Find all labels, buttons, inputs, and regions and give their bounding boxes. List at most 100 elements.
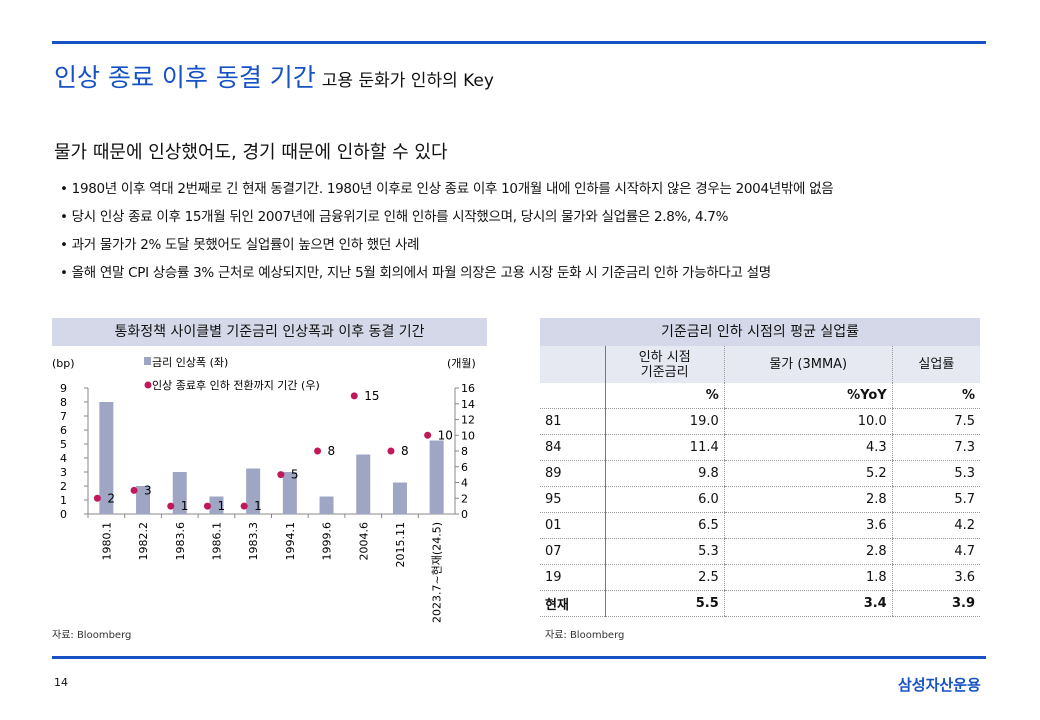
table-row: 현재 5.5 3.4 3.9 (540, 590, 980, 617)
table-cell: 01 (540, 512, 606, 539)
table-units-row: % %YoY% (540, 383, 980, 409)
table-cell: 4.2 (891, 512, 980, 539)
table-row: 84 11.4 4.3 7.3 (540, 434, 980, 461)
bullet: • 과거 물가가 2% 도달 못했어도 실업률이 높으면 인하 했던 사례 (60, 237, 420, 253)
y-tick-label: 8 (60, 396, 67, 409)
x-tick-label: 2004.6 (357, 522, 370, 561)
y-tick-label: 5 (60, 438, 67, 451)
legend-dot-label: 인상 종료후 인하 전환까지 기간 (우) (152, 378, 320, 392)
y2-tick-label: 2 (461, 492, 468, 505)
page-title: 인상 종료 이후 동결 기간 고용 둔화가 인하의 Key (54, 58, 494, 94)
table-cell: 4.7 (891, 538, 980, 565)
table-row: 89 9.8 5.2 5.3 (540, 460, 980, 487)
bar (99, 402, 114, 514)
table-cell: 11.4 (604, 434, 725, 461)
x-tick-label: 1982.2 (137, 522, 150, 561)
bullet: • 당시 인상 종료 이후 15개월 뒤인 2007년에 금융위기로 인해 인하… (60, 209, 729, 225)
bar (136, 486, 151, 514)
table-row: 07 5.3 2.8 4.7 (540, 538, 980, 565)
table-cell: 2.8 (723, 538, 893, 565)
y-tick-label: 4 (60, 452, 67, 465)
table-source: 자료: Bloomberg (545, 630, 625, 641)
y2-tick-label: 16 (461, 382, 475, 395)
table-row: 19 2.5 1.8 3.6 (540, 564, 980, 591)
table-cell: 3.6 (891, 564, 980, 591)
y2-tick-label: 12 (461, 414, 475, 427)
table-cell: 2.5 (604, 564, 725, 591)
y2-tick-label: 0 (461, 508, 468, 521)
dot-label: 3 (144, 483, 152, 497)
x-tick-label: 2015.11 (394, 522, 407, 568)
bar (209, 496, 224, 514)
y-tick-label: 6 (60, 424, 67, 437)
dot-label: 10 (438, 428, 453, 442)
table-cell: 3.6 (723, 512, 893, 539)
table-title: 기준금리 인하 시점의 평균 실업률 (540, 318, 980, 346)
x-tick-label: 1983.6 (174, 522, 187, 561)
table-cell: 19.0 (604, 408, 725, 435)
y-tick-label: 0 (60, 508, 67, 521)
table-cell: 84 (540, 434, 606, 461)
table-cell: 9.8 (604, 460, 725, 487)
page-number: 14 (54, 676, 68, 689)
table-cell: 5.3 (891, 460, 980, 487)
x-tick-label: 1983.3 (247, 522, 260, 561)
legend-bar-label: 금리 인상폭 (좌) (152, 356, 228, 369)
dot (167, 502, 175, 510)
x-tick-label: 1980.1 (100, 522, 113, 561)
dot-label: 5 (291, 468, 299, 482)
chart-title: 통화정책 사이클별 기준금리 인상폭과 이후 동결 기간 (52, 318, 487, 346)
table-cell: 6.5 (604, 512, 725, 539)
dot-label: 1 (181, 499, 189, 513)
table-row: 81 19.0 10.0 7.5 (540, 408, 980, 435)
dot-label: 8 (328, 444, 336, 458)
table-cell: 6.0 (604, 486, 725, 513)
chart-source: 자료: Bloomberg (52, 630, 132, 641)
legend-bar-swatch (144, 357, 151, 365)
x-tick-label: 1986.1 (210, 522, 223, 561)
legend-dot-swatch (144, 381, 152, 389)
table-cell: 인하 시점 기준금리 (604, 346, 725, 383)
table-cell: 19 (540, 564, 606, 591)
top-rule (52, 41, 986, 44)
y-axis-title: (bp) (52, 357, 75, 370)
dot-label: 2 (107, 491, 115, 505)
brand-logo: 삼성자산운용 (898, 676, 981, 694)
y-tick-label: 3 (60, 466, 67, 479)
dot (387, 447, 395, 455)
table-cell: 95 (540, 486, 606, 513)
unemployment-table: 인하 시점 기준금리 물가 (3MMA) 실업률% %YoY% 81 19.0 10.0 7.… (540, 346, 980, 617)
bar (356, 454, 371, 514)
dot-label: 8 (401, 444, 409, 458)
y-tick-label: 1 (60, 494, 67, 507)
table-header: 인하 시점 기준금리 물가 (3MMA) 실업률 (540, 346, 980, 383)
bullet: • 올해 연말 CPI 상승률 3% 근처로 예상되지만, 지난 5월 회의에서… (60, 265, 771, 281)
title-main: 인상 종료 이후 동결 기간 (54, 63, 316, 92)
y2-tick-label: 4 (461, 477, 468, 490)
y2-axis-title: (개월) (447, 357, 476, 370)
bar (172, 472, 187, 514)
table-cell (540, 346, 606, 383)
bar (282, 472, 297, 514)
title-subtitle: 고용 둔화가 인하의 Key (321, 71, 494, 91)
x-tick-label: 2023.7~현재(24.5) (431, 522, 444, 623)
table-cell (540, 383, 606, 409)
bar (246, 468, 261, 514)
bar (429, 440, 444, 514)
table-row: 95 6.0 2.8 5.7 (540, 486, 980, 513)
bar (392, 482, 407, 514)
bottom-rule (52, 656, 986, 659)
table-cell: 현재 (540, 590, 606, 617)
table-row: 01 6.5 3.6 4.2 (540, 512, 980, 539)
y-tick-label: 2 (60, 480, 67, 493)
table-cell: 1.8 (723, 564, 893, 591)
table-cell: % (891, 383, 980, 409)
headline: 물가 때문에 인상했어도, 경기 때문에 인하할 수 있다 (54, 142, 448, 163)
dot (203, 502, 211, 510)
table-cell: 81 (540, 408, 606, 435)
y-tick-label: 7 (60, 410, 67, 423)
bullet: • 1980년 이후 역대 2번째로 긴 현재 동결기간. 1980년 이후로 … (60, 181, 834, 197)
dot (240, 502, 248, 510)
dot-label: 1 (217, 499, 225, 513)
